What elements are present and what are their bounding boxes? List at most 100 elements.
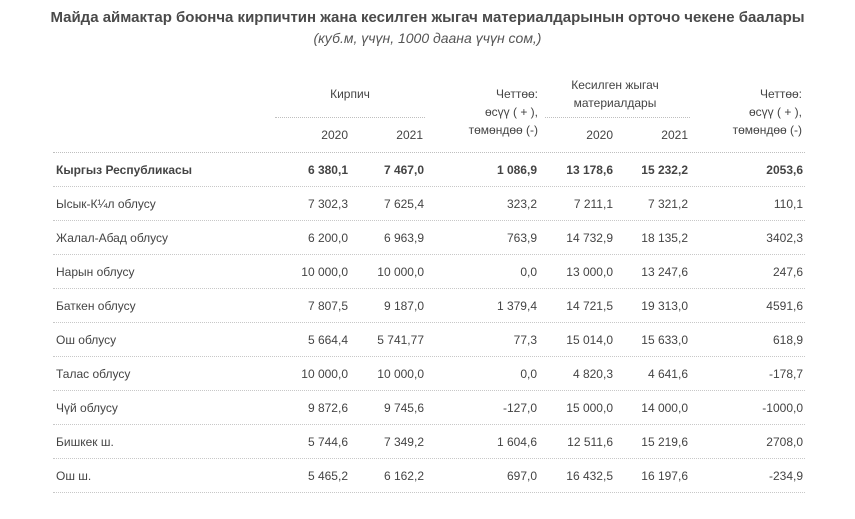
page-subtitle: (куб.м, үчүн, 1000 даана үчүн сом,)	[313, 30, 542, 46]
table-row: Ош ш. 5 465,2 6 162,2 697,0 16 432,5 16 197,6…	[53, 459, 805, 493]
value-t2021: 7 321,2	[647, 197, 688, 211]
value-bdiff: 0,0	[520, 265, 537, 279]
value-t2020: 16 432,5	[566, 469, 613, 483]
value-t2021: 18 135,2	[641, 231, 688, 245]
value-tdiff: -234,9	[768, 469, 803, 483]
value-tdiff: 3402,3	[766, 231, 803, 245]
value-b2021: 6 963,9	[383, 231, 424, 245]
value-tdiff: -178,7	[768, 367, 803, 381]
timber-year-2020: 2020	[586, 128, 613, 142]
header-bottom-divider	[53, 152, 805, 153]
value-bdiff: 697,0	[506, 469, 537, 483]
timber-header-divider	[545, 117, 690, 118]
brick-header-divider	[275, 117, 425, 118]
region-name: Талас облусу	[56, 367, 131, 381]
region-name: Баткен облусу	[56, 299, 136, 313]
value-b2021: 7 349,2	[383, 435, 424, 449]
value-tdiff: 618,9	[772, 333, 803, 347]
value-t2020: 13 000,0	[566, 265, 613, 279]
brick-year-2020: 2020	[321, 128, 348, 142]
value-tdiff: 2053,6	[766, 163, 803, 177]
region-name: Нарын облусу	[56, 265, 135, 279]
value-tdiff: 247,6	[772, 265, 803, 279]
value-t2020: 14 732,9	[566, 231, 613, 245]
value-t2020: 15 000,0	[566, 401, 613, 415]
value-t2020: 14 721,5	[566, 299, 613, 313]
timber-diff-header-line2: өсүү ( + ),	[748, 105, 802, 119]
timber-header-line1: Кесилген жыгач	[571, 78, 659, 92]
value-b2021: 5 741,77	[377, 333, 424, 347]
table-row: Талас облусу 10 000,0 10 000,0 0,0 4 820,3 4 …	[53, 357, 805, 391]
brick-year-2021: 2021	[396, 128, 423, 142]
value-tdiff: -1000,0	[762, 401, 803, 415]
region-name: Ош ш.	[56, 469, 92, 483]
value-bdiff: 1 604,6	[496, 435, 537, 449]
value-t2021: 13 247,6	[641, 265, 688, 279]
timber-year-2021: 2021	[661, 128, 688, 142]
timber-header: Кесилген жыгач материалдары	[540, 76, 690, 112]
table-row: Ош облусу 5 664,4 5 741,77 77,3 15 014,0 15 6…	[53, 323, 805, 357]
value-bdiff: 763,9	[506, 231, 537, 245]
brick-diff-header-line3: төмөндөө (-)	[468, 123, 538, 137]
value-b2021: 7 625,4	[383, 197, 424, 211]
value-b2020: 7 807,5	[307, 299, 348, 313]
table-row: Бишкек ш. 5 744,6 7 349,2 1 604,6 12 511,6 15…	[53, 425, 805, 459]
value-b2020: 6 200,0	[307, 231, 348, 245]
region-name: Чүй облусу	[56, 401, 118, 415]
value-b2020: 7 302,3	[307, 197, 348, 211]
value-t2020: 4 820,3	[572, 367, 613, 381]
value-b2020: 5 465,2	[307, 469, 348, 483]
value-b2021: 10 000,0	[377, 367, 424, 381]
value-b2021: 10 000,0	[377, 265, 424, 279]
region-name: Ысык-К¼л облусу	[56, 197, 156, 211]
table-row: Нарын облусу 10 000,0 10 000,0 0,0 13 000,0 1…	[53, 255, 805, 289]
region-name: Ош облусу	[56, 333, 117, 347]
value-tdiff: 4591,6	[766, 299, 803, 313]
table-row: Ысык-К¼л облусу 7 302,3 7 625,4 323,2 7 211,…	[53, 187, 805, 221]
table-row: Чүй облусу 9 872,6 9 745,6 -127,0 15 000,0 14…	[53, 391, 805, 425]
value-b2020: 6 380,1	[307, 163, 348, 177]
timber-diff-header-line1: Четтөө:	[760, 87, 802, 101]
page-title: Майда аймактар боюнча кирпичтин жана кес…	[50, 9, 805, 26]
value-bdiff: 1 379,4	[496, 299, 537, 313]
value-bdiff: 323,2	[506, 197, 537, 211]
value-bdiff: 0,0	[520, 367, 537, 381]
value-t2021: 16 197,6	[641, 469, 688, 483]
value-t2020: 7 211,1	[573, 197, 613, 211]
timber-diff-header-line3: төмөндөө (-)	[732, 123, 802, 137]
value-t2020: 13 178,6	[566, 163, 613, 177]
value-t2021: 15 232,2	[641, 163, 688, 177]
value-t2020: 15 014,0	[566, 333, 613, 347]
timber-diff-header: Четтөө: өсүү ( + ), төмөндөө (-)	[700, 85, 802, 139]
region-name: Бишкек ш.	[56, 435, 114, 449]
timber-header-line2: материалдары	[573, 96, 657, 110]
value-tdiff: 110,1	[773, 197, 803, 211]
brick-diff-header-line2: өсүү ( + ),	[484, 105, 538, 119]
value-t2021: 19 313,0	[641, 299, 688, 313]
table-row: Кыргыз Республикасы 6 380,1 7 467,0 1 086,9…	[53, 153, 805, 187]
value-bdiff: 77,3	[513, 333, 537, 347]
table-row: Жалал-Абад облусу 6 200,0 6 963,9 763,9 14 7…	[53, 221, 805, 255]
value-b2020: 9 872,6	[307, 401, 348, 415]
value-b2021: 9 187,0	[383, 299, 424, 313]
value-b2020: 10 000,0	[301, 367, 348, 381]
brick-diff-header-line1: Четтөө:	[496, 87, 538, 101]
value-tdiff: 2708,0	[766, 435, 803, 449]
value-b2021: 7 467,0	[383, 163, 424, 177]
value-b2021: 6 162,2	[383, 469, 424, 483]
value-b2020: 5 744,6	[307, 435, 348, 449]
value-bdiff: -127,0	[502, 401, 537, 415]
value-t2021: 15 219,6	[641, 435, 688, 449]
value-b2020: 10 000,0	[301, 265, 348, 279]
region-name: Кыргыз Республикасы	[56, 163, 192, 177]
table-row: Баткен облусу 7 807,5 9 187,0 1 379,4 14 721…	[53, 289, 805, 323]
value-t2021: 14 000,0	[641, 401, 688, 415]
value-t2020: 12 511,6	[567, 435, 613, 449]
value-b2021: 9 745,6	[383, 401, 424, 415]
region-name: Жалал-Абад облусу	[56, 231, 169, 245]
value-b2020: 5 664,4	[307, 333, 348, 347]
brick-diff-header: Четтөө: өсүү ( + ), төмөндөө (-)	[430, 85, 538, 139]
value-bdiff: 1 086,9	[496, 163, 537, 177]
brick-header: Кирпич	[330, 87, 370, 101]
value-t2021: 4 641,6	[647, 367, 688, 381]
